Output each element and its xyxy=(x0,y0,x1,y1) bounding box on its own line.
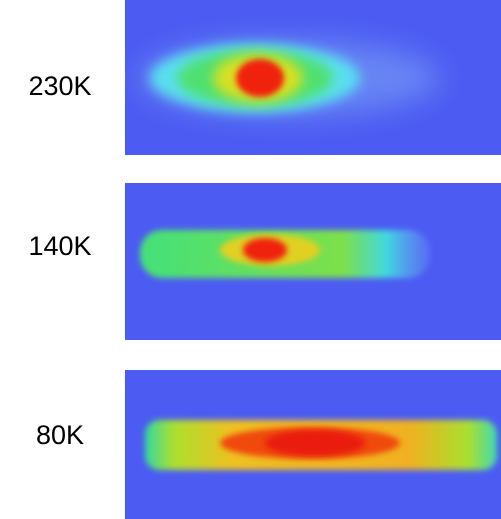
heatmap-panel xyxy=(125,0,501,155)
panel-label: 230K xyxy=(28,71,91,101)
panel-label: 80K xyxy=(36,420,84,450)
panel-label: 140K xyxy=(28,231,91,261)
heatmap-panel xyxy=(125,183,501,340)
heatmap-panel xyxy=(125,370,501,519)
figure: 230K 140K 80K xyxy=(0,0,501,519)
